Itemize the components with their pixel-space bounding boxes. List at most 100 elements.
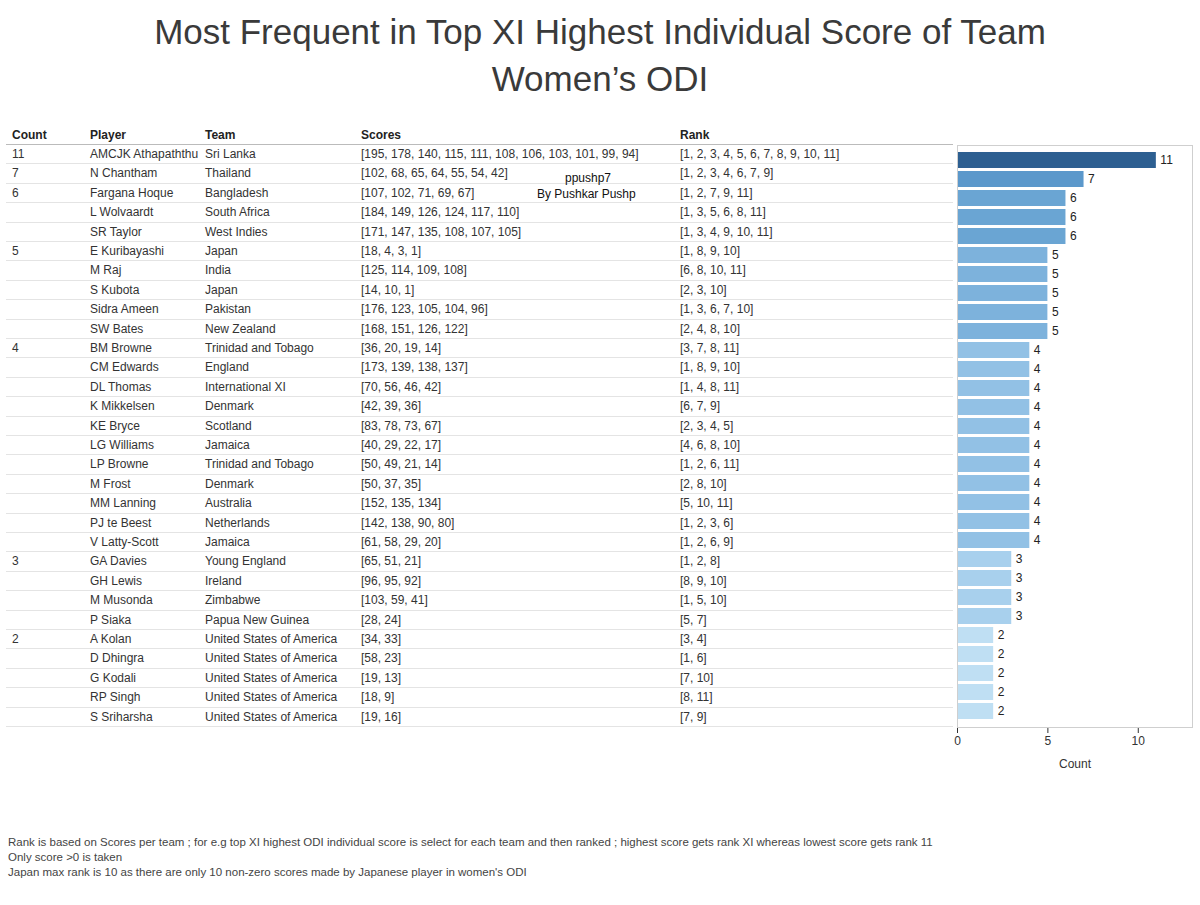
html-text:CM Edwards: CM Edwards xyxy=(90,360,159,375)
svg-text:4: 4 xyxy=(1034,457,1041,471)
html-text:[1, 2, 6, 11]: [1, 2, 6, 11] xyxy=(680,457,740,472)
html-text:[2, 8, 10]: [2, 8, 10] xyxy=(680,476,727,491)
html-text:International XI: International XI xyxy=(205,379,286,394)
svg-text:2: 2 xyxy=(998,666,1005,680)
html-text:Sidra Ameen: Sidra Ameen xyxy=(90,302,159,317)
html-text:Thailand: Thailand xyxy=(205,166,251,181)
html-text:Denmark: Denmark xyxy=(205,399,254,414)
html-text:[173, 139, 138, 137]: [173, 139, 138, 137] xyxy=(361,360,468,375)
html-text:[83, 78, 73, 67]: [83, 78, 73, 67] xyxy=(361,418,442,433)
html-text:[176, 123, 105, 104, 96]: [176, 123, 105, 104, 96] xyxy=(361,302,488,317)
svg-text:2: 2 xyxy=(998,647,1005,661)
html-text:[2, 4, 8, 10]: [2, 4, 8, 10] xyxy=(680,321,740,336)
svg-text:5: 5 xyxy=(1052,286,1059,300)
html-text:[125, 114, 109, 108]: [125, 114, 109, 108] xyxy=(361,263,467,278)
svg-text:6: 6 xyxy=(1070,191,1077,205)
html-text:[2, 3, 4, 5]: [2, 3, 4, 5] xyxy=(680,418,734,433)
html-text:[1, 3, 5, 6, 8, 11]: [1, 3, 5, 6, 8, 11] xyxy=(680,205,766,220)
svg-text:2: 2 xyxy=(998,704,1005,718)
html-text:[1, 8, 9, 10]: [1, 8, 9, 10] xyxy=(680,360,740,375)
svg-text:4: 4 xyxy=(1034,438,1041,452)
html-text:[6, 8, 10, 11]: [6, 8, 10, 11] xyxy=(680,263,746,278)
svg-text:4: 4 xyxy=(1034,362,1041,376)
svg-text:11: 11 xyxy=(1160,153,1173,167)
html-text:[1, 2, 3, 6]: [1, 2, 3, 6] xyxy=(680,515,734,530)
svg-text:4: 4 xyxy=(1034,514,1041,528)
html-text:[102, 68, 65, 64, 55, 54, 42]: [102, 68, 65, 64, 55, 54, 42] xyxy=(361,166,508,181)
html-text:[50, 37, 35]: [50, 37, 35] xyxy=(361,476,421,491)
html-text:SR Taylor: SR Taylor xyxy=(90,224,142,239)
html-text:Denmark: Denmark xyxy=(205,476,254,491)
html-text:India: India xyxy=(205,263,231,278)
html-text:KE Bryce: KE Bryce xyxy=(90,418,140,433)
svg-text:4: 4 xyxy=(1034,400,1041,414)
html-text:[107, 102, 71, 69, 67]: [107, 102, 71, 69, 67] xyxy=(361,185,475,200)
svg-text:3: 3 xyxy=(1016,590,1023,604)
svg-text:10: 10 xyxy=(1132,734,1146,748)
svg-text:5: 5 xyxy=(1052,267,1059,281)
html-text:SW Bates: SW Bates xyxy=(90,321,144,336)
svg-text:2: 2 xyxy=(998,685,1005,699)
html-text:Trinidad and Tobago: Trinidad and Tobago xyxy=(205,457,314,472)
html-text:Pakistan: Pakistan xyxy=(205,302,251,317)
html-text:[1, 3, 6, 7, 10]: [1, 3, 6, 7, 10] xyxy=(680,302,754,317)
html-text:L Wolvaardt: L Wolvaardt xyxy=(90,205,154,220)
svg-text:6: 6 xyxy=(1070,210,1077,224)
html-text:DL Thomas: DL Thomas xyxy=(90,379,152,394)
html-text:[1, 3, 4, 9, 10, 11]: [1, 3, 4, 9, 10, 11] xyxy=(680,224,773,239)
svg-text:3: 3 xyxy=(1016,571,1023,585)
html-text:Japan: Japan xyxy=(205,282,238,297)
svg-text:0: 0 xyxy=(954,734,961,748)
html-text:[152, 135, 134]: [152, 135, 134] xyxy=(361,496,442,511)
svg-text:4: 4 xyxy=(1034,419,1041,433)
html-text:Netherlands: Netherlands xyxy=(205,515,270,530)
html-text:K Mikkelsen: K Mikkelsen xyxy=(90,399,155,414)
svg-text:5: 5 xyxy=(1052,248,1059,262)
html-text:PJ te Beest: PJ te Beest xyxy=(90,515,152,530)
svg-text:7: 7 xyxy=(1088,172,1095,186)
svg-text:3: 3 xyxy=(1016,609,1023,623)
svg-text:3: 3 xyxy=(1016,552,1023,566)
html-text:[14, 10, 1]: [14, 10, 1] xyxy=(361,282,415,297)
svg-text:4: 4 xyxy=(1034,343,1041,357)
html-text:N Chantham: N Chantham xyxy=(90,166,158,181)
html-text:[50, 49, 21, 14]: [50, 49, 21, 14] xyxy=(361,457,442,472)
html-text:M Frost: M Frost xyxy=(90,476,131,491)
html-text:[142, 138, 90, 80]: [142, 138, 90, 80] xyxy=(361,515,455,530)
html-text:[42, 39, 36]: [42, 39, 36] xyxy=(361,399,421,414)
html-text:Most Frequent in Top XI Highes: Most Frequent in Top XI Highest Individu… xyxy=(154,12,1046,98)
svg-text:4: 4 xyxy=(1034,381,1041,395)
html-text:Scotland: Scotland xyxy=(205,418,252,433)
html-text:[184, 149, 126, 124, 117, 110]: [184, 149, 126, 124, 117, 110] xyxy=(361,205,520,220)
html-text:Fargana Hoque: Fargana Hoque xyxy=(90,185,174,200)
html-text:South Africa: South Africa xyxy=(205,205,270,220)
html-text:England: England xyxy=(205,360,249,375)
svg-text:2: 2 xyxy=(998,628,1005,642)
svg-text:5: 5 xyxy=(1045,734,1052,748)
svg-text:5: 5 xyxy=(1052,305,1059,319)
svg-text:5: 5 xyxy=(1052,324,1059,338)
svg-text:4: 4 xyxy=(1034,533,1041,547)
html-text:New Zealand: New Zealand xyxy=(205,321,276,336)
html-text:LP Browne: LP Browne xyxy=(90,457,149,472)
svg-text:6: 6 xyxy=(1070,229,1077,243)
html-text:[70, 56, 46, 42]: [70, 56, 46, 42] xyxy=(361,379,442,394)
svg-text:4: 4 xyxy=(1034,476,1041,490)
html-text:West Indies: West Indies xyxy=(205,224,268,239)
html-text:GA Davies: GA Davies xyxy=(90,554,147,569)
html-text:Australia: Australia xyxy=(205,496,252,511)
html-text:[171, 147, 135, 108, 107, 105]: [171, 147, 135, 108, 107, 105] xyxy=(361,224,522,239)
html-text:S Kubota: S Kubota xyxy=(90,282,140,297)
svg-text:Count: Count xyxy=(1059,757,1092,771)
html-text:[5, 10, 11]: [5, 10, 11] xyxy=(680,496,733,511)
html-text:MM Lanning: MM Lanning xyxy=(90,496,156,511)
html-text:[168, 151, 126, 122]: [168, 151, 126, 122] xyxy=(361,321,468,336)
html-text:Bangladesh: Bangladesh xyxy=(205,185,269,200)
html-text:[1, 2, 7, 9, 11]: [1, 2, 7, 9, 11] xyxy=(680,185,753,200)
html-text:[1, 4, 8, 11]: [1, 4, 8, 11] xyxy=(680,379,740,394)
html-text:[1, 2, 3, 4, 6, 7, 9]: [1, 2, 3, 4, 6, 7, 9] xyxy=(680,166,774,181)
svg-text:4: 4 xyxy=(1034,495,1041,509)
html-text:[6, 7, 9]: [6, 7, 9] xyxy=(680,399,720,414)
html-text:M Raj: M Raj xyxy=(90,263,122,278)
html-text:[2, 3, 10]: [2, 3, 10] xyxy=(680,282,727,297)
